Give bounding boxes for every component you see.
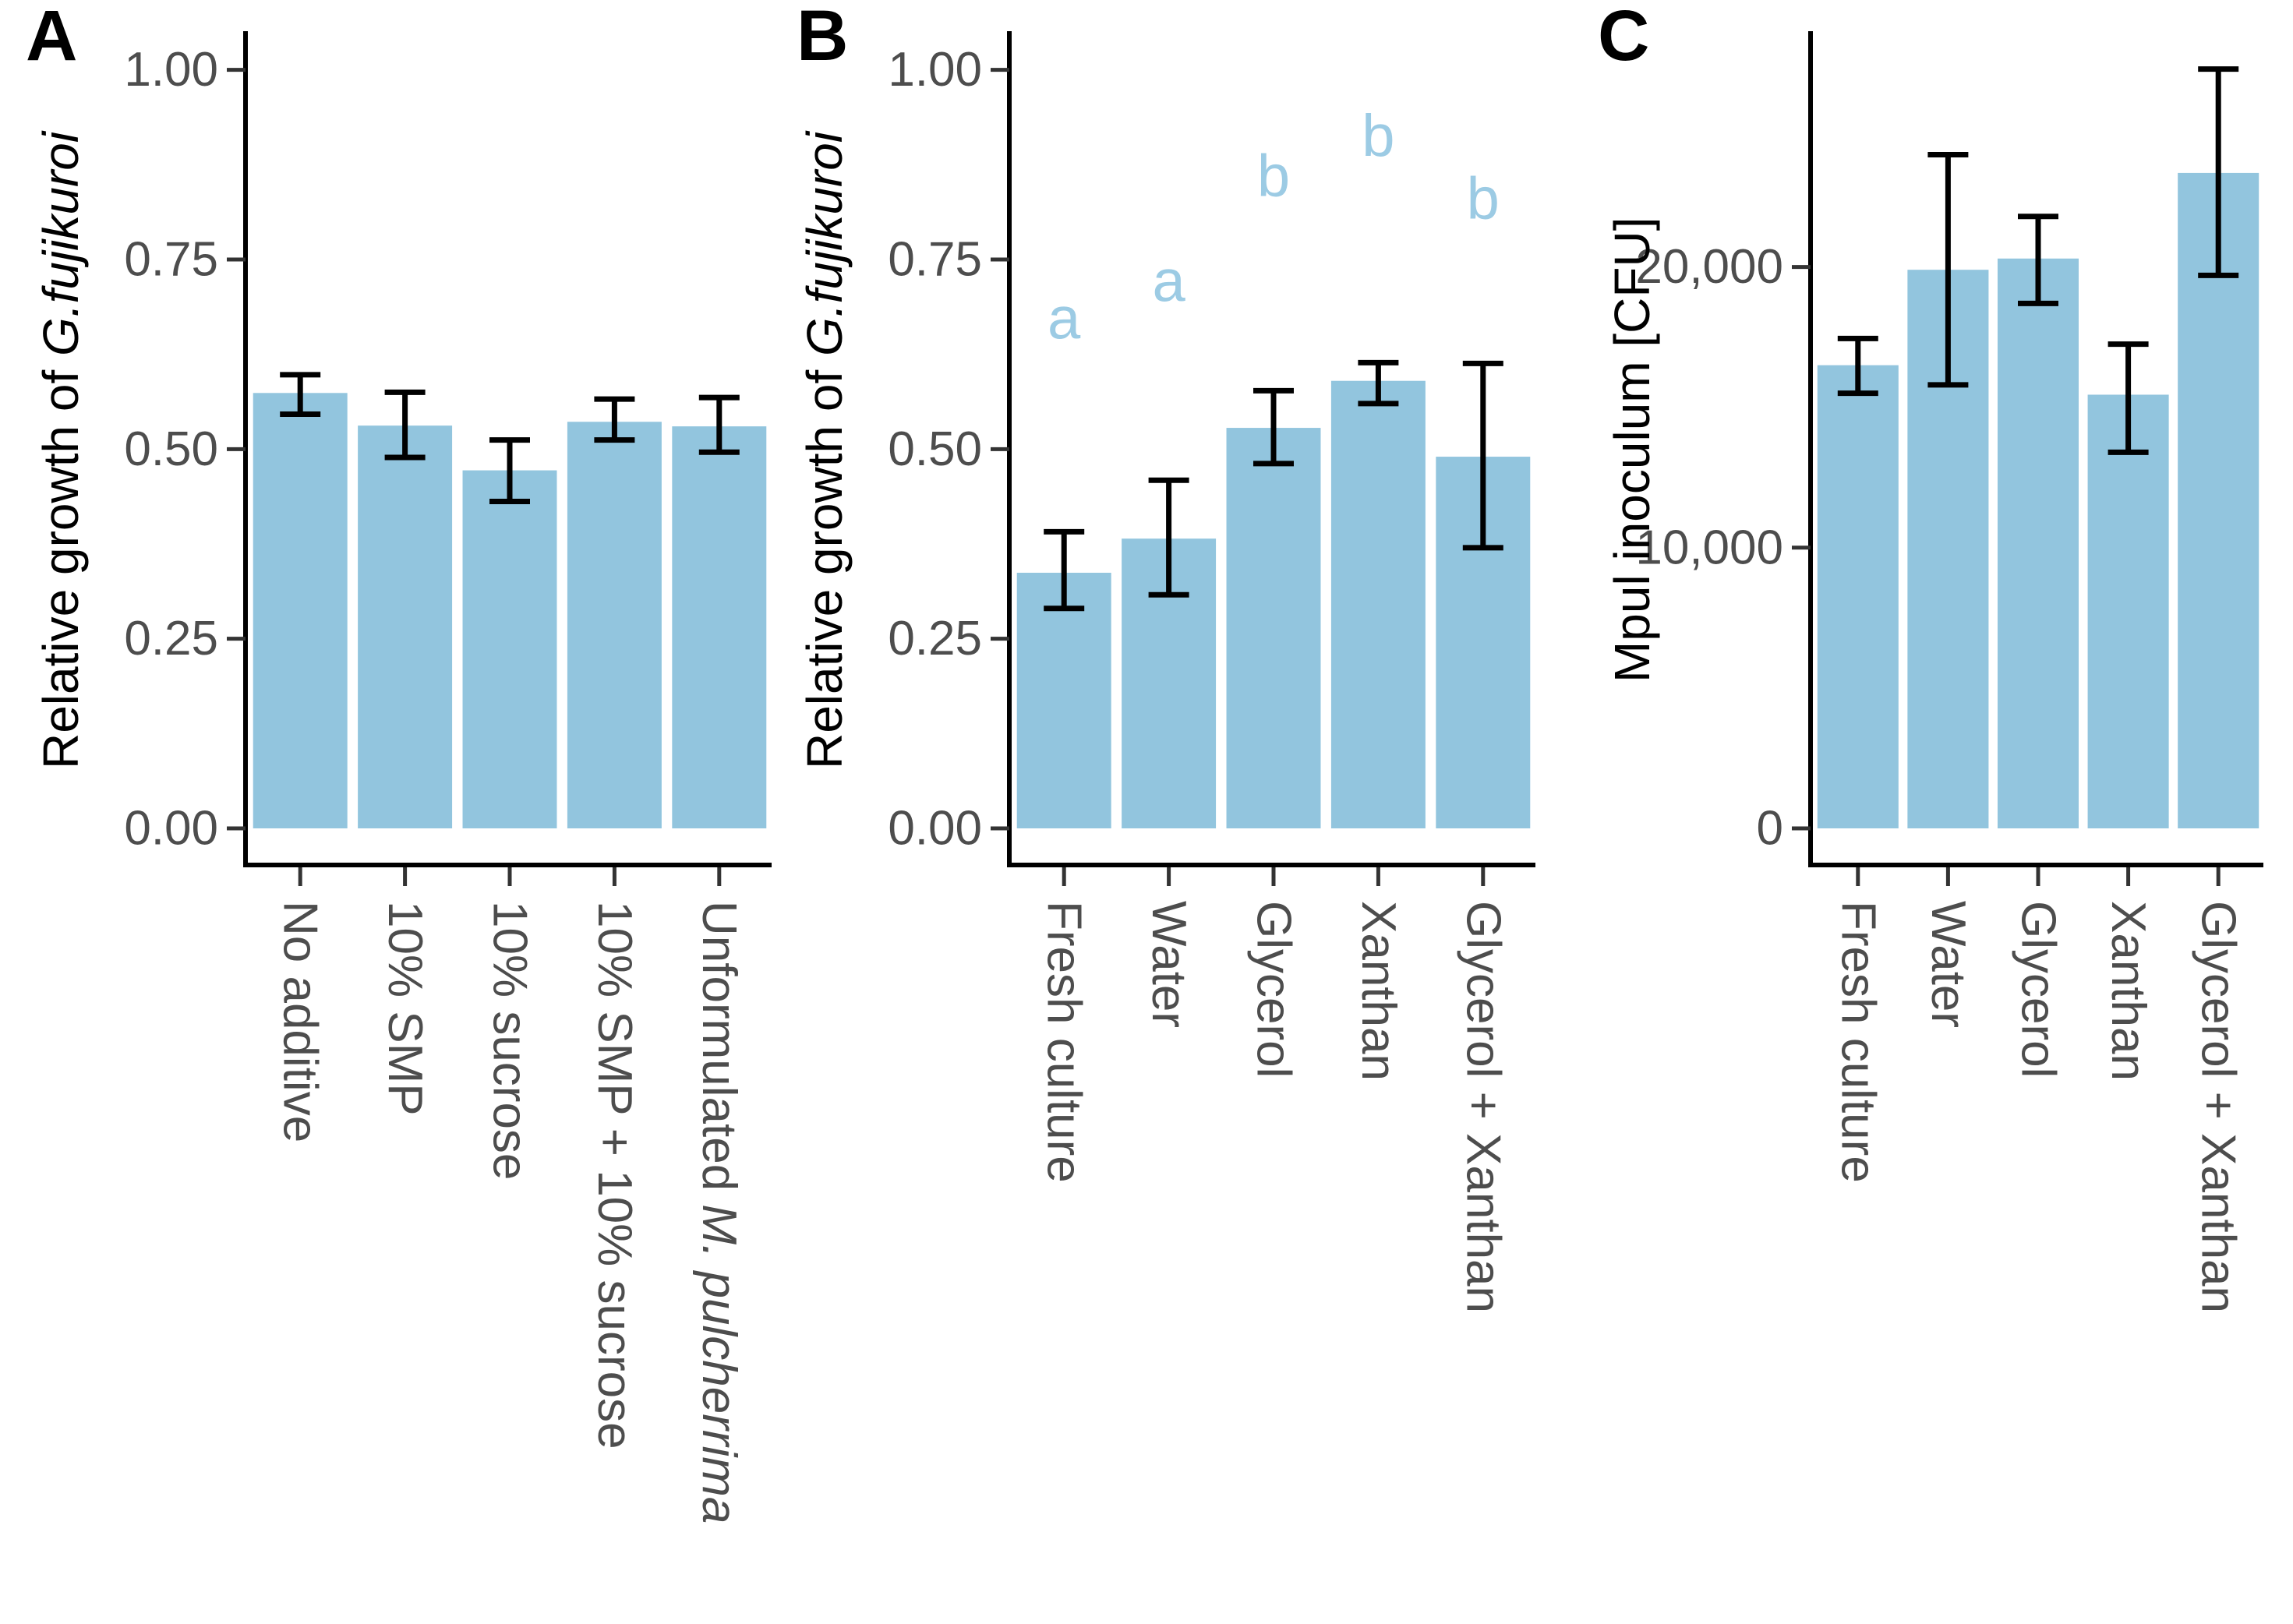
x-tick-label: 10% SMP — [378, 901, 432, 1116]
bar-no-additive — [253, 393, 348, 828]
panel-c: 0 10,000 20,000 Fresh culture Water Glycerol X… — [1635, 31, 2263, 1313]
error-bar — [1462, 360, 1503, 551]
panel-letter-c: C — [1598, 0, 1650, 76]
significance-letter: b — [1467, 166, 1500, 232]
error-bar — [1148, 477, 1189, 598]
bar-glycerol — [1997, 258, 2079, 828]
error-bar — [489, 437, 530, 504]
y-tick-label: 1.00 — [124, 43, 218, 97]
bar-glycerol-xanthan — [2178, 172, 2259, 829]
error-bar — [384, 389, 426, 461]
error-bar — [2018, 214, 2058, 306]
y-tick-label: 0.50 — [124, 422, 218, 476]
x-tick-label: Glycerol + Xanthan — [1456, 901, 1510, 1313]
bar-fresh-culture — [1016, 572, 1111, 828]
x-tick-label: Water — [1921, 901, 1975, 1028]
y-tick-label: 0 — [1757, 802, 1783, 856]
significance-letter: a — [1048, 285, 1081, 351]
y-tick-label: 20,000 — [1635, 240, 1783, 294]
y-tick-label: 0.00 — [124, 802, 218, 856]
panel-letter-b: B — [797, 0, 849, 76]
y-tick-label: 0.75 — [888, 232, 982, 286]
bar-10-smp — [358, 425, 453, 828]
error-bar — [2198, 66, 2239, 278]
y-axis-title-b: Relative growth of G.fujikuroi — [792, 31, 857, 869]
x-tick-label: Fresh culture — [1037, 901, 1091, 1183]
error-bar — [1253, 387, 1294, 467]
x-tick-label: Glycerol — [2012, 901, 2065, 1078]
y-tick-label: 0.75 — [124, 232, 218, 286]
bar-10-sucrose — [462, 470, 557, 828]
significance-letter: a — [1152, 249, 1185, 315]
x-tick-label: Fresh culture — [1831, 901, 1885, 1183]
x-tick-label: Xanthan — [2101, 901, 2155, 1081]
error-bar — [280, 372, 321, 418]
significance-letter: b — [1362, 103, 1394, 169]
y-tick-label: 0.25 — [888, 612, 982, 665]
bar-xanthan — [1330, 380, 1426, 828]
error-bar — [1358, 359, 1399, 407]
bar-xanthan — [2087, 394, 2169, 828]
y-axis-title-segment: G.fujikuroi — [797, 131, 853, 356]
y-axis-title-segment: Mpul inoculum [CFU] — [1604, 217, 1660, 683]
bar-10-smp-10-sucrose — [567, 422, 662, 828]
bar-fresh-culture — [1817, 365, 1899, 829]
y-tick-label: 0.50 — [888, 422, 982, 476]
y-axis-title-segment: G.fujikuroi — [33, 131, 89, 356]
y-axis-title-segment: Relative growth of — [33, 355, 89, 769]
error-bar — [698, 394, 740, 455]
panel-a: 0.00 0.25 0.50 0.75 1.00 No additive 10% SMP 10… — [124, 31, 772, 1523]
y-tick-label: 1.00 — [888, 43, 982, 97]
y-axis-title-segment: Relative growth of — [797, 355, 853, 769]
x-tick-label: Unformulated M. pulcherrima — [692, 901, 746, 1523]
error-bar — [1837, 335, 1878, 397]
error-bar — [1927, 151, 1969, 388]
error-bar — [1044, 528, 1085, 612]
x-tick-label: No additive — [274, 901, 327, 1142]
bar-glycerol — [1226, 428, 1321, 828]
y-tick-label: 0.25 — [124, 612, 218, 665]
y-tick-label: 0.00 — [888, 802, 982, 856]
x-tick-label: 10% SMP + 10% sucrose — [588, 901, 641, 1449]
x-tick-label: 10% sucrose — [483, 901, 537, 1180]
y-tick-label: 10,000 — [1635, 521, 1783, 574]
error-bar — [2108, 341, 2149, 455]
panel-b: a a b b b 0.00 0.25 0.50 0.75 1.00 Fresh culture Wa… — [888, 31, 1535, 1313]
significance-letter: b — [1257, 143, 1290, 209]
error-bar — [594, 396, 635, 443]
bar-unformulated-m-pulcherrima — [672, 426, 767, 828]
y-axis-title-c: Mpul inoculum [CFU] — [1599, 31, 1665, 869]
x-tick-label: Glycerol — [1247, 901, 1301, 1078]
x-tick-label: Water — [1142, 901, 1196, 1028]
x-tick-label: Glycerol + Xanthan — [2192, 901, 2245, 1313]
x-tick-label: Xanthan — [1351, 901, 1405, 1081]
panel-letter-a: A — [26, 0, 78, 76]
y-axis-title-a: Relative growth of G.fujikuroi — [28, 31, 94, 869]
